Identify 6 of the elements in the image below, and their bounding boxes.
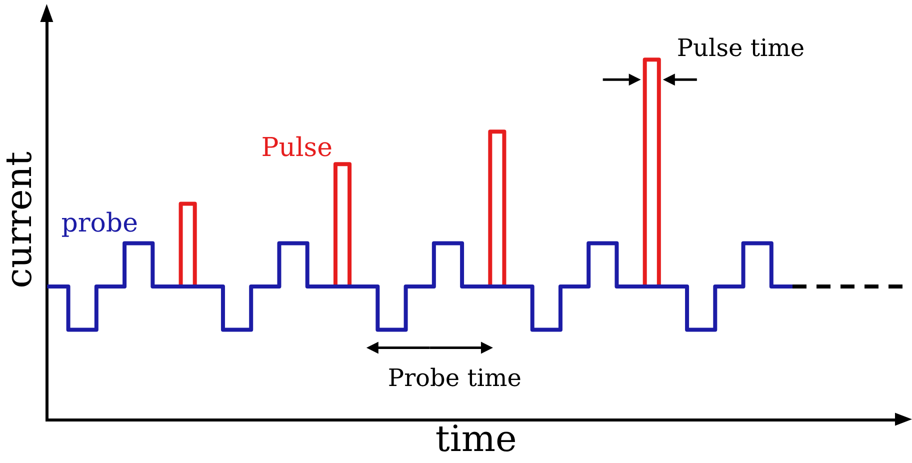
series-label: Pulse — [261, 133, 333, 164]
annotation: Pulse time — [676, 34, 805, 62]
x-axis-title: time — [435, 418, 517, 460]
y-axis-title: current — [0, 151, 40, 288]
series-label: probe — [61, 208, 138, 238]
annotation: Probe time — [388, 364, 522, 392]
